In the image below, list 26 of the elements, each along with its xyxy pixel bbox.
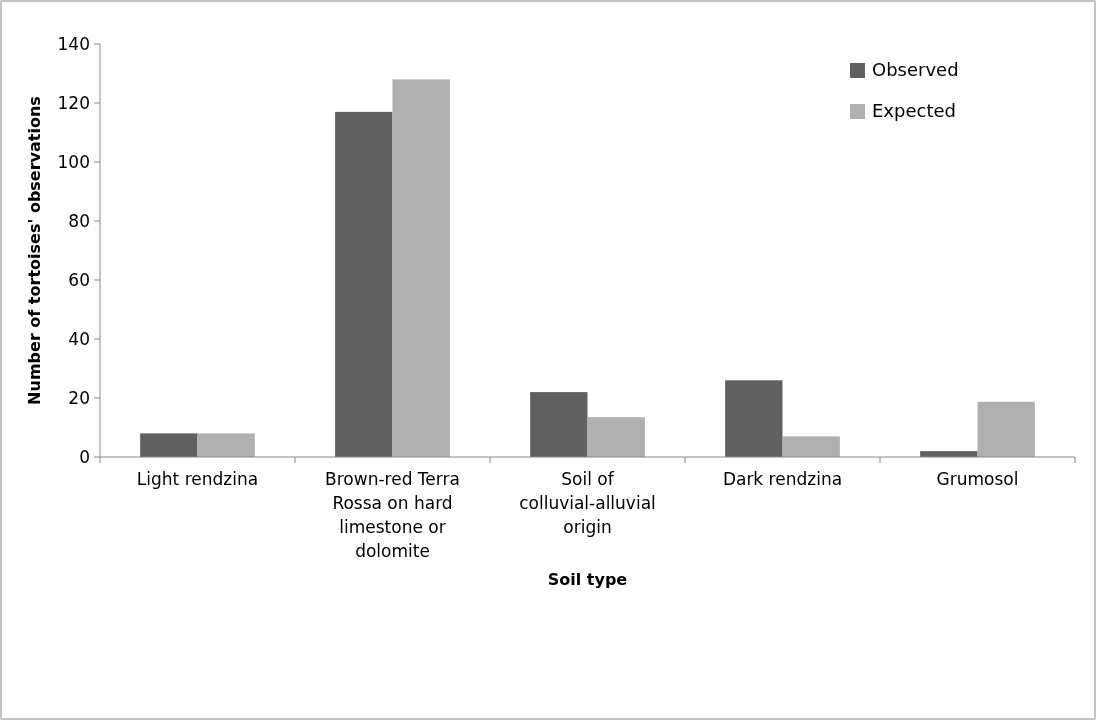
bar (977, 401, 1035, 457)
bar (335, 111, 393, 457)
bar (197, 433, 255, 457)
y-tick-label: 60 (68, 269, 90, 290)
bar (392, 79, 450, 457)
y-tick-label: 100 (57, 151, 90, 172)
x-tick-label: Light rendzina (136, 469, 259, 489)
y-tick-label: 140 (57, 33, 90, 54)
y-tick-label: 0 (79, 446, 90, 467)
bar (587, 417, 645, 457)
y-tick-label: 20 (68, 387, 90, 408)
y-tick-label: 40 (68, 328, 90, 349)
y-tick-label: 80 (68, 210, 90, 231)
y-tick-label: 120 (57, 92, 90, 113)
bar (725, 380, 783, 457)
x-axis-title: Soil type (547, 570, 628, 589)
x-tick-label: Grumosol (936, 469, 1019, 489)
x-tick-label: Dark rendzina (722, 469, 843, 489)
bar (782, 436, 840, 457)
x-tick-label: Soil of colluvial-alluvial origin (519, 469, 656, 537)
bar (140, 433, 198, 457)
x-tick-label: Brown-red Terra Rossa on hard limestone or dolomite (325, 469, 460, 561)
bar (530, 392, 588, 457)
legend-label: Expected (872, 100, 956, 122)
y-axis-title: Number of tortoises' observations (25, 96, 44, 405)
legend-label: Observed (872, 59, 959, 81)
